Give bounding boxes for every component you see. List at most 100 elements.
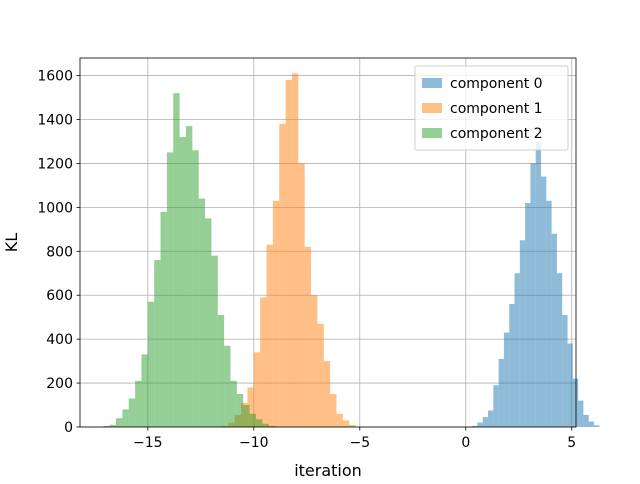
legend: component 0 component 1 component 2 xyxy=(414,65,569,151)
y-tick-label: 1000 xyxy=(37,200,73,216)
histogram-bar xyxy=(135,380,142,427)
x-tick-label: −10 xyxy=(239,435,269,451)
plot-frame xyxy=(79,57,577,428)
histogram-bar xyxy=(514,273,520,427)
histogram-bar xyxy=(503,332,510,427)
histogram-bar xyxy=(519,240,526,427)
histogram-bar xyxy=(583,414,589,427)
histogram-bar xyxy=(311,295,318,427)
histogram-bar xyxy=(556,273,563,427)
histogram-bar xyxy=(103,425,110,427)
histogram-bar xyxy=(141,354,148,427)
histogram-bar xyxy=(498,358,504,427)
histogram-bar xyxy=(279,123,286,428)
histogram-bar xyxy=(588,421,595,427)
legend-entries: component 0 component 1 component 2 xyxy=(422,76,543,142)
series-component-1 xyxy=(222,73,356,428)
series-component-2 xyxy=(103,93,276,428)
histogram-bar xyxy=(572,378,579,427)
y-tick-label: 400 xyxy=(46,332,73,348)
x-tick-label: −5 xyxy=(349,435,370,451)
histogram-bar xyxy=(160,211,167,427)
histogram-bar xyxy=(185,126,193,427)
histogram-bar xyxy=(272,200,280,427)
histogram-bar xyxy=(285,79,292,427)
legend-swatch xyxy=(422,103,442,113)
histogram-bar xyxy=(116,418,123,427)
histogram-bar xyxy=(268,425,276,427)
histogram-bar xyxy=(594,425,600,427)
histogram-bar xyxy=(291,73,299,427)
series-component-0 xyxy=(472,141,600,427)
histogram-bar xyxy=(109,424,117,427)
histogram-bar xyxy=(230,380,237,427)
y-axis-label: KL xyxy=(2,233,21,252)
histogram-bar xyxy=(243,405,250,427)
histogram-bar xyxy=(217,314,225,427)
histogram-bar xyxy=(330,394,337,427)
histogram-bars xyxy=(103,73,600,428)
histogram-bar xyxy=(349,424,356,427)
histogram-bar xyxy=(336,413,343,427)
histogram-bar xyxy=(154,260,161,427)
histogram-bar xyxy=(147,301,155,427)
histogram-bar xyxy=(541,176,547,427)
histogram-bar xyxy=(578,400,584,427)
histogram-bar xyxy=(249,413,256,427)
x-tick-label: 5 xyxy=(567,435,576,451)
histogram-bar xyxy=(535,141,542,427)
histogram-bar xyxy=(562,314,568,427)
histogram-bar xyxy=(253,352,261,427)
histogram-bar xyxy=(342,420,350,427)
y-tick-label: 600 xyxy=(46,288,73,304)
y-tick-label: 1600 xyxy=(37,69,73,85)
histogram-bar xyxy=(128,398,136,427)
histogram-bar xyxy=(530,163,536,427)
histogram-bar xyxy=(546,200,552,427)
histogram-bar xyxy=(205,218,212,427)
legend-label: component 1 xyxy=(450,101,543,117)
histogram-bar xyxy=(122,409,129,427)
y-tick-label: 1200 xyxy=(37,156,73,172)
legend-swatch xyxy=(422,128,442,138)
histogram-bar xyxy=(266,244,273,427)
legend-swatch xyxy=(422,78,442,88)
histogram-bar xyxy=(179,137,186,428)
histogram-bar xyxy=(198,198,206,427)
histogram-bar xyxy=(255,419,263,427)
y-tick-label: 0 xyxy=(64,420,73,436)
histogram-bar xyxy=(567,343,573,427)
histogram-bar xyxy=(304,246,312,427)
histogram-bar xyxy=(551,233,557,427)
histogram-bar xyxy=(509,304,515,427)
x-tick-label: 0 xyxy=(461,435,470,451)
histogram-bar xyxy=(317,323,324,427)
axis-ticks: −15 −10 −5 0 5 0 200 400 600 800 1000 1200 1400 1600 xyxy=(37,69,576,451)
x-axis-label: iteration xyxy=(294,461,362,480)
histogram-bar xyxy=(477,422,483,427)
histogram-bar xyxy=(224,345,231,427)
histogram-bar xyxy=(262,423,269,427)
histogram-bar xyxy=(482,417,489,427)
legend-box xyxy=(414,65,569,151)
y-tick-label: 800 xyxy=(46,244,73,260)
histogram-bar xyxy=(525,202,531,427)
histogram-bar xyxy=(488,410,494,427)
histogram-bar xyxy=(472,425,478,427)
histogram-bar xyxy=(247,387,254,427)
histogram-bar xyxy=(236,394,244,427)
legend-label: component 2 xyxy=(450,126,543,142)
y-tick-label: 200 xyxy=(46,376,73,392)
histogram-bar xyxy=(260,297,267,427)
histogram-bar xyxy=(192,150,199,427)
histogram-bar xyxy=(166,152,174,428)
histogram-bar xyxy=(493,385,499,427)
y-tick-label: 1400 xyxy=(37,113,73,129)
histogram-bar xyxy=(211,255,218,427)
histogram-bar xyxy=(173,93,180,428)
x-tick-label: −15 xyxy=(133,435,163,451)
legend-label: component 0 xyxy=(450,76,543,92)
histogram-bar xyxy=(298,163,305,427)
histogram-bar xyxy=(323,361,331,427)
